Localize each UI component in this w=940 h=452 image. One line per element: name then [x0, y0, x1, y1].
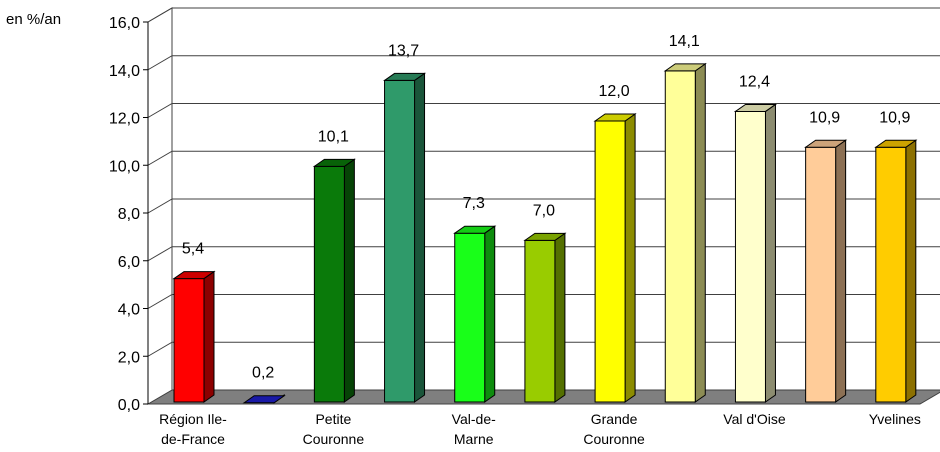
y-tick-label: 16,0	[109, 15, 140, 32]
bar-side	[414, 72, 426, 403]
y-tick-label: 14,0	[109, 63, 140, 80]
bar-front	[454, 232, 486, 403]
bar-side	[554, 232, 566, 403]
y-axis: 0,0 2,0 4,0 6,0 8,0 10,0 12,0 14,0 16,0	[109, 15, 149, 414]
bar-top	[172, 271, 216, 280]
bar	[663, 62, 707, 403]
bar	[593, 113, 637, 403]
y-tick-label: 2,0	[118, 349, 140, 366]
x-tick-label: Val d'Oise	[723, 411, 786, 427]
y-tick-label: 0,0	[118, 397, 140, 414]
bar-top	[663, 63, 707, 72]
data-label: 14,1	[669, 33, 700, 50]
data-label: 12,4	[739, 73, 770, 90]
y-tick-label: 6,0	[118, 254, 140, 271]
y-unit-label: en %/an	[6, 11, 61, 28]
y-tick-label: 8,0	[118, 206, 140, 223]
bar-top	[523, 232, 567, 241]
bar	[804, 139, 848, 403]
bar	[172, 270, 216, 403]
bar	[312, 158, 356, 403]
x-tick-label: Yvelines	[869, 411, 921, 427]
bar-side	[694, 62, 706, 403]
data-label: 5,4	[182, 241, 204, 258]
y-tick-label: 12,0	[109, 111, 140, 128]
bar-side	[484, 225, 496, 403]
bar-front	[805, 146, 837, 403]
bars: 5,4 0,2 10,1 13,7 7,3 7,0 12,0 14,1 12,4 10,9 10,9	[172, 33, 918, 404]
bar-front	[524, 239, 556, 403]
y-tick-label: 10,0	[109, 158, 140, 175]
x-tick-label: Petite Couronne	[303, 411, 365, 447]
data-label: 7,0	[533, 202, 555, 219]
bar	[453, 225, 497, 403]
bar-front	[664, 70, 696, 403]
data-label: 13,7	[388, 42, 419, 59]
x-tick-label: Grande Couronne	[583, 411, 645, 447]
data-label: 10,9	[809, 109, 840, 126]
bar-front	[734, 110, 766, 403]
x-axis: Région Ile-de-France Petite Couronne Val-de…	[159, 411, 921, 447]
bar-side	[835, 139, 847, 403]
x-tick-label: Région Ile-de-France	[159, 411, 227, 447]
y-tick-label: 4,0	[118, 302, 140, 319]
bar-side	[624, 113, 636, 403]
bar-front	[313, 165, 345, 403]
bar-top	[733, 103, 778, 112]
bar	[242, 394, 286, 404]
bar-top	[874, 139, 918, 148]
bar-top	[804, 139, 848, 148]
bar-front	[875, 146, 907, 403]
bar-side	[203, 270, 215, 403]
gridline	[147, 7, 940, 23]
bar-front	[384, 79, 416, 403]
bar	[382, 72, 427, 403]
bar-top	[453, 225, 497, 234]
bar-side	[343, 158, 355, 403]
data-label: 10,1	[318, 128, 349, 145]
bar	[874, 139, 918, 403]
bar-side	[905, 139, 917, 403]
bar	[523, 232, 567, 403]
bar-top	[312, 158, 356, 167]
data-label: 12,0	[599, 83, 630, 100]
bar-front	[173, 278, 205, 403]
data-label: 7,3	[463, 195, 485, 212]
x-tick-label: Val-de-Marne	[452, 411, 496, 447]
data-label: 0,2	[252, 365, 274, 382]
bar-top	[593, 113, 637, 122]
bar-front	[594, 120, 626, 403]
bar-top	[242, 395, 286, 404]
gridline	[147, 55, 940, 71]
bar	[733, 103, 778, 403]
data-label: 10,9	[879, 109, 910, 126]
bar-side	[764, 103, 776, 403]
bar-top	[382, 72, 427, 81]
